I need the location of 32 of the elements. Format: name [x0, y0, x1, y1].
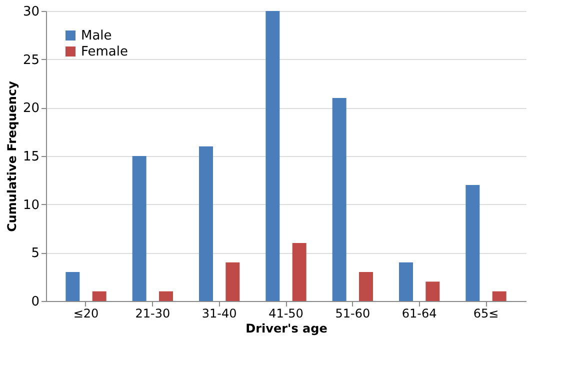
x-tick-label: 51-60	[335, 306, 370, 320]
bar	[66, 272, 80, 301]
bar	[159, 291, 173, 301]
bar	[226, 262, 240, 301]
y-tick-label: 15	[22, 150, 40, 164]
x-tick-label: 21-30	[135, 306, 170, 320]
y-tick-label: 10	[22, 198, 40, 213]
y-tick-label: 5	[31, 246, 40, 262]
x-axis-title: Driver's age	[246, 322, 328, 336]
y-tick-label: 30	[22, 4, 40, 20]
bar	[332, 98, 346, 301]
y-tick-label: 20	[22, 101, 40, 116]
legend-label: Male	[81, 28, 112, 44]
y-tick-label: 0	[31, 294, 40, 310]
bar	[359, 272, 373, 301]
bar	[399, 262, 413, 301]
bar	[466, 185, 480, 301]
y-axis-title: Cumulative Frequency	[4, 80, 19, 232]
x-tick-label: 65≤	[473, 306, 499, 320]
x-tick-label: 41-50	[268, 306, 304, 320]
bar	[492, 291, 506, 301]
bar	[292, 243, 306, 301]
bar	[199, 146, 213, 301]
bar	[92, 291, 106, 301]
y-tick-label: 25	[22, 52, 40, 68]
x-tick-label: 31-40	[202, 306, 237, 320]
bar	[266, 11, 280, 301]
bar	[426, 282, 440, 301]
legend-label: Female	[81, 44, 128, 60]
bar	[132, 156, 146, 301]
x-tick-label: 61-64	[402, 306, 437, 320]
x-tick-label: ≤20	[73, 306, 99, 320]
